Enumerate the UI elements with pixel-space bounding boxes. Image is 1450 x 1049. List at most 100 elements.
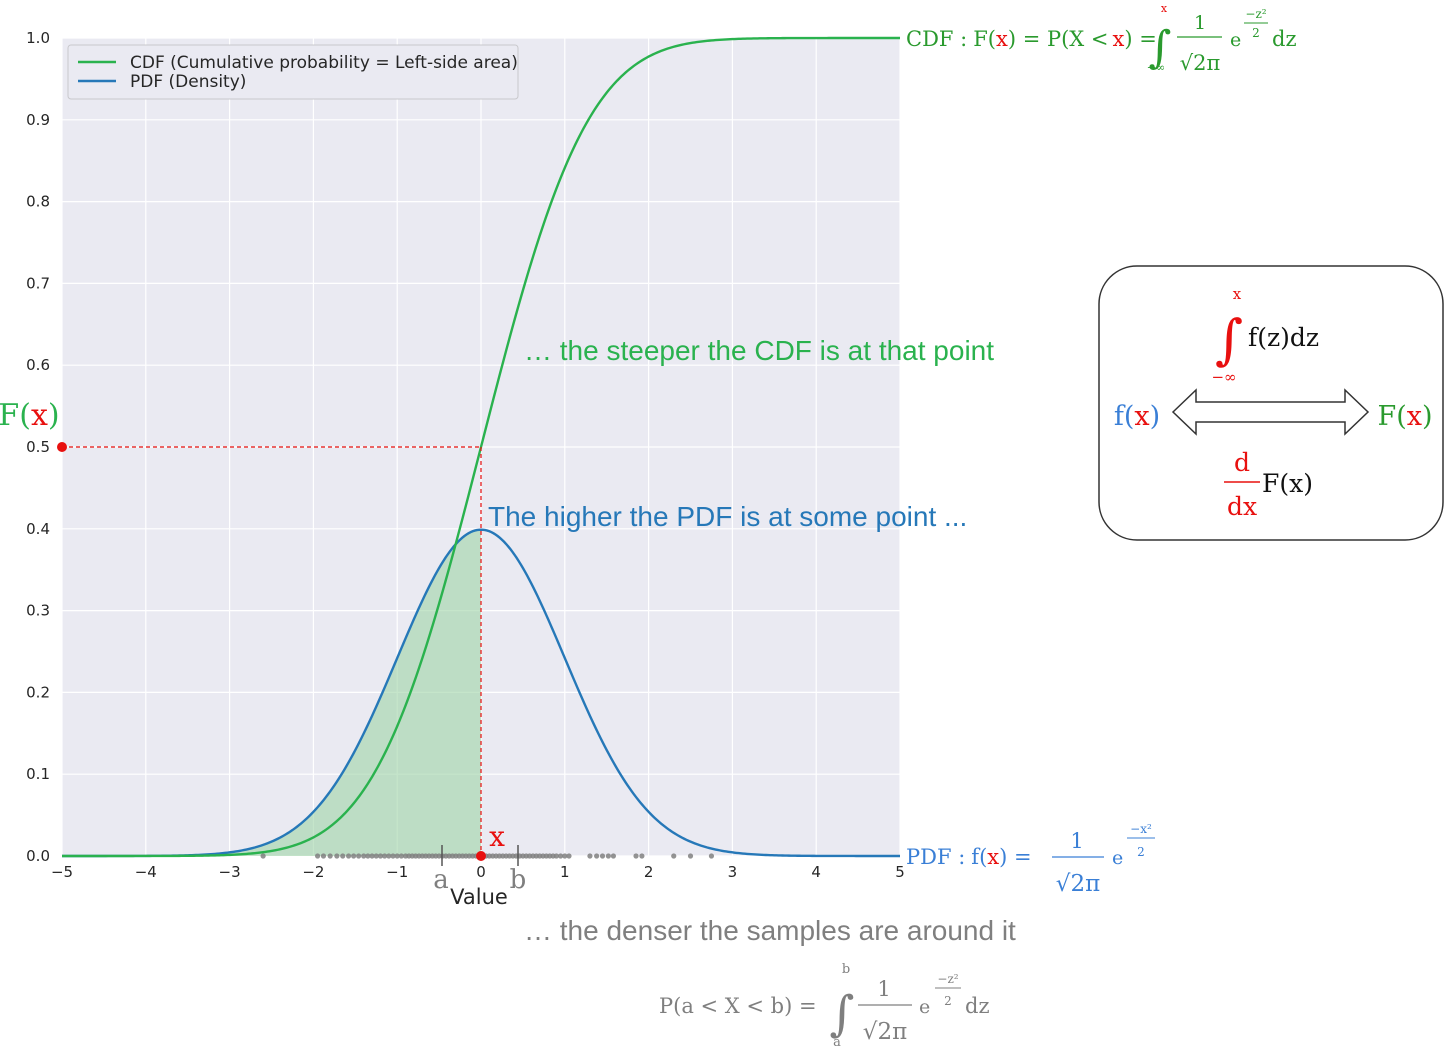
steeper-annotation: … the steeper the CDF is at that point — [524, 335, 994, 366]
svg-text:CDF :F(x) = P(X <x) =: CDF : F(x) = P(X < x) = — [906, 27, 1157, 51]
svg-text:b: b — [842, 962, 850, 977]
sample-point — [373, 853, 379, 859]
y-tick-label: 0.2 — [26, 683, 50, 701]
x-tick-label: −2 — [302, 863, 324, 881]
svg-text:1: 1 — [877, 977, 890, 1001]
x-tick-label: 3 — [728, 863, 738, 881]
y-tick-label: 0.7 — [26, 274, 50, 292]
svg-text:x: x — [1161, 2, 1168, 15]
svg-text:√2π: √2π — [1180, 51, 1221, 75]
double-arrow-icon — [1171, 388, 1370, 436]
sample-point — [558, 853, 564, 859]
denser-annotation: … the denser the samples are around it — [524, 915, 1016, 946]
y-tick-label: 0.0 — [26, 847, 50, 865]
legend: CDF (Cumulative probability = Left-side … — [67, 44, 519, 100]
sample-point — [687, 853, 694, 859]
sample-point — [394, 853, 400, 859]
svg-text:√2π: √2π — [1056, 871, 1100, 897]
x-point — [476, 851, 486, 861]
svg-text:−z²: −z² — [937, 972, 958, 986]
sample-point — [562, 853, 568, 859]
x-tick-label: −4 — [135, 863, 157, 881]
x-tick-label: −5 — [51, 863, 73, 881]
svg-text:2: 2 — [1252, 26, 1260, 40]
y-tick-label: 0.9 — [26, 111, 50, 129]
svg-text:1: 1 — [1194, 12, 1206, 34]
svg-text:1: 1 — [1070, 829, 1083, 853]
fx-point — [57, 442, 67, 452]
sample-point — [320, 853, 327, 859]
x-tick-label: −3 — [219, 863, 241, 881]
sample-point — [398, 853, 404, 859]
sample-point — [260, 853, 266, 859]
y-tick-label: 0.1 — [26, 765, 50, 783]
cdf-formula: CDF : F(x) = P(X < x) = ∫ x −∞ 1 √2π e −z²… — [906, 2, 1297, 75]
sample-point — [390, 853, 396, 859]
svg-text:dz: dz — [965, 994, 990, 1018]
svg-text:F(x): F(x) — [1262, 469, 1313, 498]
svg-text:−x²: −x² — [1130, 822, 1152, 836]
sample-point — [334, 853, 340, 859]
y-tick-label: 0.3 — [26, 602, 50, 620]
sample-point — [382, 853, 388, 859]
svg-text:∫: ∫ — [829, 986, 854, 1042]
sample-point — [351, 853, 357, 859]
svg-text:e: e — [1112, 847, 1123, 869]
sample-point — [610, 853, 617, 859]
x-tick-label: 2 — [644, 863, 654, 881]
y-tick-label: 1.0 — [26, 29, 50, 47]
svg-text:e: e — [1230, 29, 1241, 51]
x-tick-label: 1 — [560, 863, 570, 881]
svg-text:e: e — [919, 996, 930, 1018]
higher-annotation: The higher the PDF is at some point ... — [488, 501, 967, 532]
sample-point — [671, 853, 677, 859]
svg-text:P(a < X < b) =: P(a < X < b) = — [659, 994, 817, 1018]
relation-f-label: f(x) — [1114, 401, 1160, 432]
y-tick-label: 0.4 — [26, 520, 50, 538]
svg-text:2: 2 — [1137, 845, 1145, 859]
x-tick-label: 5 — [895, 863, 905, 881]
x-tick-label: 4 — [811, 863, 821, 881]
samples — [260, 853, 715, 859]
relation-box: f(x) F(x) ∫ x −∞ f(z)dz d dx F(x) — [1098, 265, 1444, 541]
pdf-formula: PDF : f(x) = 1 √2π e −x² 2 — [906, 822, 1155, 897]
ticks: −5 −4 −3 −2 −1 0 1 2 3 4 5 0.0 0.1 0.2 0.3 0.4 0.5 0.6 0.7… — [26, 29, 905, 881]
sample-point — [356, 853, 362, 859]
svg-text:d: d — [1234, 448, 1250, 477]
svg-text:f(z)dz: f(z)dz — [1248, 323, 1319, 352]
sample-point — [566, 853, 572, 859]
sample-point — [639, 853, 645, 859]
fx-axis-label: F(x) — [0, 398, 60, 433]
relation-F-label: F(x) — [1377, 401, 1432, 432]
svg-text:−z²: −z² — [1245, 7, 1266, 21]
sample-point — [361, 853, 367, 859]
svg-text:∫: ∫ — [1215, 308, 1243, 371]
svg-text:∫: ∫ — [1149, 22, 1172, 73]
svg-text:√2π: √2π — [863, 1019, 907, 1045]
interval-formula: P(a < X < b) = ∫ b a 1 √2π e −z² 2 dz — [659, 962, 990, 1049]
sample-point — [553, 853, 560, 859]
sample-point — [369, 853, 375, 859]
sample-point — [365, 853, 371, 859]
svg-text:−∞: −∞ — [1147, 61, 1165, 74]
sample-point — [633, 853, 639, 859]
y-tick-label: 0.8 — [26, 193, 50, 211]
sample-point — [377, 853, 384, 859]
sample-point — [587, 853, 593, 859]
y-tick-label: 0.6 — [26, 356, 50, 374]
sample-point — [346, 853, 352, 859]
svg-text:a: a — [833, 1035, 841, 1049]
shaded-left-area — [62, 529, 481, 856]
sample-point — [605, 853, 611, 859]
svg-text:−∞: −∞ — [1211, 368, 1236, 386]
a-label: a — [433, 865, 449, 895]
b-label: b — [510, 865, 527, 895]
svg-text:PDF :f(x) =: PDF : f(x) = — [906, 845, 1032, 869]
legend-cdf-label: CDF (Cumulative probability = Left-side … — [130, 53, 518, 73]
sample-point — [708, 853, 715, 859]
y-tick-label: 0.5 — [26, 438, 50, 456]
sample-point — [386, 853, 392, 859]
point-x-label: x — [489, 820, 505, 853]
x-axis-label: Value — [450, 885, 508, 909]
